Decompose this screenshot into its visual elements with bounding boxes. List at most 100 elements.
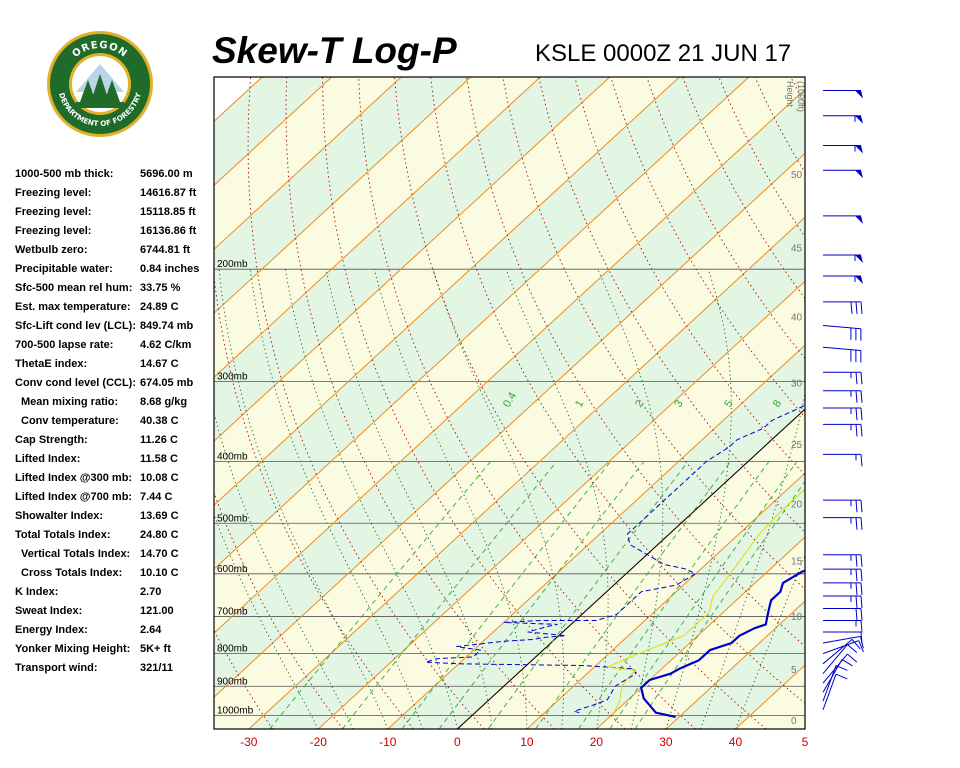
isotherm-band — [875, 77, 960, 729]
height-tick-label: 15 — [791, 557, 803, 568]
wind-barb-feather — [855, 500, 858, 513]
x-tick-label: 0 — [454, 735, 461, 749]
height-tick-label: 25 — [791, 440, 803, 451]
wind-barb — [823, 631, 863, 645]
wind-barb-flag — [855, 276, 863, 285]
wind-barb-staff — [822, 346, 861, 352]
wind-barb — [822, 659, 853, 693]
dry-adiabat — [863, 77, 960, 729]
dry-adiabat — [827, 77, 960, 729]
moist-adiabat — [249, 269, 424, 729]
x-tick-label: 10 — [520, 735, 534, 749]
index-label: Cap Strength: — [15, 434, 88, 446]
isotherm-band — [805, 77, 960, 729]
index-value: 14616.87 ft — [140, 187, 197, 199]
wind-barb — [823, 275, 863, 285]
plot-area — [214, 77, 960, 729]
index-label: Mean mixing ratio: — [21, 396, 119, 408]
index-label: Freezing level: — [15, 225, 92, 237]
index-value: 674.05 mb — [140, 377, 194, 389]
index-value: 4.62 C/km — [140, 339, 192, 351]
mixing-ratio-label: 2 — [633, 398, 646, 409]
x-tick-label: 5 — [802, 735, 809, 749]
index-value: 849.74 mb — [140, 320, 194, 332]
moist-adiabat — [218, 269, 389, 729]
isotherm-line — [317, 280, 805, 729]
isotherm-line — [248, 216, 805, 729]
index-row: 1000-500 mb thick: 5696.00 m — [15, 168, 215, 187]
wind-barb-flag — [855, 215, 863, 224]
height-tick-label: 40 — [791, 312, 803, 323]
index-value: 8.68 g/kg — [140, 396, 188, 408]
index-label: 1000-500 mb thick: — [15, 168, 114, 180]
wind-barb-staff — [822, 644, 848, 674]
wind-barb — [822, 640, 864, 655]
index-label: Freezing level: — [15, 206, 92, 218]
index-label: K Index: — [15, 586, 59, 598]
isotherm-line — [526, 472, 805, 729]
mixing-ratio-line — [634, 480, 805, 729]
wind-barb-staff — [822, 638, 853, 665]
index-row: Energy Index: 2.64 — [15, 624, 215, 643]
index-label: Yonker Mixing Height: — [15, 643, 131, 655]
wind-barb-staff — [822, 635, 861, 644]
wind-barb — [823, 568, 863, 582]
wind-barb — [822, 653, 858, 684]
index-row: Conv cond level (CCL): 674.05 mb — [15, 377, 215, 396]
mixing-ratio-line — [269, 461, 492, 729]
index-label: Freezing level: — [15, 187, 92, 199]
pressure-label: 200mb — [217, 259, 248, 270]
index-row: Wetbulb zero: 6744.81 ft — [15, 244, 215, 263]
dry-adiabat — [430, 77, 805, 704]
index-row: Lifted Index @700 mb: 7.44 C — [15, 491, 215, 510]
index-row: Mean mixing ratio: 8.68 g/kg — [15, 396, 215, 415]
x-tick-label: -20 — [310, 735, 328, 749]
chart-title: Skew-T Log-P — [212, 30, 457, 71]
wind-barb-feather — [860, 390, 863, 403]
height-tick-label: 5 — [791, 665, 797, 676]
x-tick-label: -10 — [379, 735, 397, 749]
wind-barb-feather — [860, 608, 863, 621]
dry-adiabat — [935, 77, 960, 729]
height-tick-label: 0 — [791, 716, 797, 727]
oregon-forestry-seal: OREGON DEPARTMENT OF FORESTRY — [47, 31, 153, 137]
wind-barb-feather — [860, 454, 863, 467]
wind-barb-feather — [841, 659, 853, 667]
wind-barb — [823, 595, 863, 609]
index-value: 6744.81 ft — [140, 244, 191, 256]
index-row: Lifted Index: 11.58 C — [15, 453, 215, 472]
isotherm-line — [214, 77, 680, 506]
moist-adiabat — [214, 411, 354, 729]
isotherm-line — [875, 77, 960, 729]
wind-barb-feather — [855, 595, 858, 609]
wind-barb-feather — [855, 390, 858, 403]
dry-adiabat — [394, 77, 767, 729]
wind-barb — [822, 638, 861, 665]
index-row: Sfc-500 mean rel hum: 33.75 % — [15, 282, 215, 301]
isotherm-band — [214, 77, 805, 634]
x-tick-label: 30 — [659, 735, 673, 749]
wind-barb-flag — [855, 115, 863, 124]
wind-barb — [823, 620, 863, 633]
wind-barb-feather — [858, 640, 864, 653]
index-label: Energy Index: — [15, 624, 88, 636]
wind-barb-feather — [860, 620, 863, 633]
mixing-ratio-line — [535, 461, 732, 729]
wind-barb-feather — [850, 301, 853, 314]
wind-barb — [822, 644, 858, 674]
dry-adiabat — [610, 77, 805, 418]
index-row: Freezing level: 15118.85 ft — [15, 206, 215, 225]
mixing-ratio-line — [341, 461, 558, 729]
wind-barb-feather — [860, 500, 863, 513]
wind-barb — [823, 254, 863, 263]
mixing-ratio-label: 5 — [722, 398, 735, 409]
wind-barb-feather — [855, 301, 858, 314]
wind-barb — [823, 407, 863, 421]
height-tick-label: 45 — [791, 244, 803, 255]
index-row: Freezing level: 14616.87 ft — [15, 187, 215, 206]
dry-adiabat — [285, 77, 555, 729]
mixing-ratio-label: 1 — [573, 398, 586, 409]
dry-adiabat — [899, 77, 960, 729]
wind-barb — [823, 423, 863, 437]
mixing-ratio-line — [487, 461, 689, 729]
